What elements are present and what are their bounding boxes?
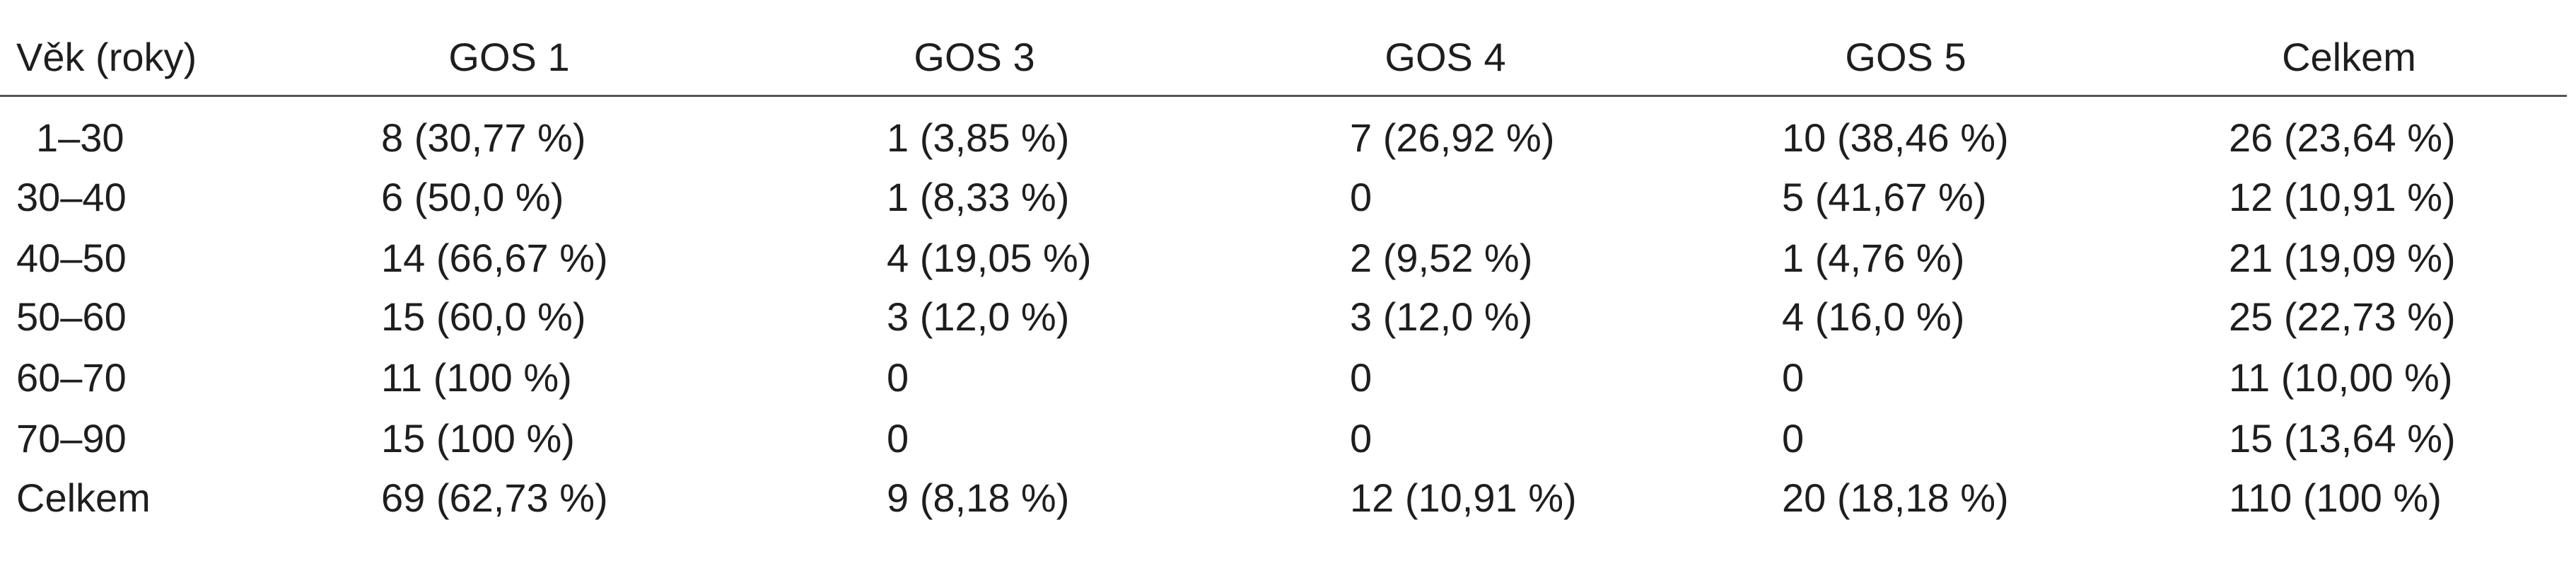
table-cell: 12 (10,91 %) — [2229, 175, 2456, 219]
table-cell: 0 — [1350, 175, 1372, 219]
table-cell: 8 (30,77 %) — [381, 115, 586, 160]
table-cell: 15 (100 %) — [381, 416, 575, 461]
table-cell: 2 (9,52 %) — [1350, 236, 1533, 280]
row-label: Celkem — [16, 475, 151, 520]
table-cell: 11 (100 %) — [381, 355, 572, 400]
column-header: Celkem — [2282, 35, 2416, 79]
table-cell: 25 (22,73 %) — [2229, 294, 2456, 339]
table-cell: 12 (10,91 %) — [1350, 475, 1577, 520]
table-cell: 15 (60,0 %) — [381, 294, 586, 339]
table-cell: 1 (3,85 %) — [887, 115, 1070, 160]
row-label: 60–70 — [16, 355, 127, 400]
table-cell: 0 — [887, 416, 909, 461]
table-cell: 0 — [1782, 355, 1805, 400]
table-cell: 26 (23,64 %) — [2229, 115, 2456, 160]
column-header: GOS 4 — [1385, 35, 1506, 79]
table-cell: 3 (12,0 %) — [1350, 294, 1533, 339]
table-cell: 110 (100 %) — [2229, 475, 2442, 520]
table-cell: 0 — [1782, 416, 1805, 461]
column-header: Věk (roky) — [16, 35, 197, 79]
table-cell: 21 (19,09 %) — [2229, 236, 2456, 280]
table-cell: 5 (41,67 %) — [1782, 175, 1987, 219]
table-cell: 69 (62,73 %) — [381, 475, 608, 520]
table-cell: 4 (19,05 %) — [887, 236, 1092, 280]
table-cell: 6 (50,0 %) — [381, 175, 564, 219]
column-header: GOS 3 — [914, 35, 1035, 79]
table-cell: 7 (26,92 %) — [1350, 115, 1555, 160]
header-rule — [0, 95, 2567, 97]
table-cell: 15 (13,64 %) — [2229, 416, 2456, 461]
table-cell: 4 (16,0 %) — [1782, 294, 1965, 339]
row-label: 30–40 — [16, 175, 127, 219]
row-label: 40–50 — [16, 236, 127, 280]
table-cell: 11 (10,00 %) — [2229, 355, 2453, 400]
table-cell: 3 (12,0 %) — [887, 294, 1070, 339]
table-cell: 14 (66,67 %) — [381, 236, 608, 280]
table-cell: 10 (38,46 %) — [1782, 115, 2009, 160]
table-cell: 1 (8,33 %) — [887, 175, 1070, 219]
table-cell: 1 (4,76 %) — [1782, 236, 1965, 280]
table-cell: 0 — [1350, 416, 1372, 461]
row-label: 50–60 — [16, 294, 127, 339]
row-label: 1–30 — [36, 115, 124, 160]
table-cell: 9 (8,18 %) — [887, 475, 1070, 520]
table-cell: 0 — [1350, 355, 1372, 400]
table-cell: 20 (18,18 %) — [1782, 475, 2009, 520]
table-cell: 0 — [887, 355, 909, 400]
row-label: 70–90 — [16, 416, 127, 461]
column-header: GOS 5 — [1845, 35, 1966, 79]
column-header: GOS 1 — [448, 35, 570, 79]
